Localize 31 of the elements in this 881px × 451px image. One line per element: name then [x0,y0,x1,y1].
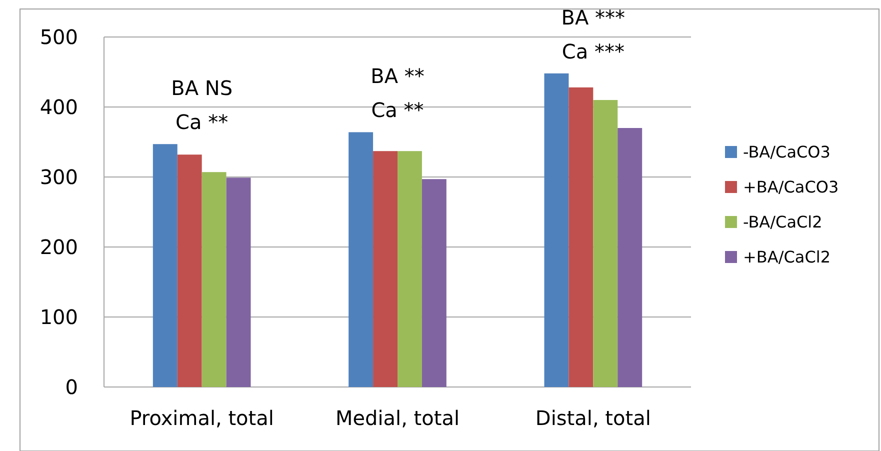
y-tick-label: 100 [40,305,78,329]
bar [618,128,642,387]
bar [544,73,569,387]
annotation: Ca ** [371,98,424,122]
x-tick-label: Distal, total [535,406,651,430]
y-tick-label: 200 [40,235,78,259]
legend-label: +BA/CaCO3 [743,178,839,197]
annotation: BA ** [370,64,424,88]
bar [202,172,226,387]
bar [348,132,374,387]
y-tick-label: 500 [40,25,78,49]
annotation: Ca ** [176,110,228,134]
y-tick-label: 0 [65,375,78,399]
bar [226,178,251,387]
y-tick-label: 400 [40,95,78,119]
legend-label: -BA/CaCO3 [743,142,830,162]
legend-label: +BA/CaCl2 [743,248,830,267]
bar [373,151,398,387]
annotation: Ca *** [562,39,624,64]
bar [568,87,594,387]
bar [398,151,422,387]
legend-label: -BA/CaCl2 [743,212,822,232]
x-tick-label: Medial, total [335,406,460,430]
bar [177,154,202,387]
y-tick-label: 300 [40,165,78,189]
bar [152,144,178,387]
x-tick-label: Proximal, total [130,406,274,430]
bar [422,179,446,387]
bar [593,100,618,387]
text: BA *** [561,5,626,30]
annotation: BA NS [171,76,233,100]
